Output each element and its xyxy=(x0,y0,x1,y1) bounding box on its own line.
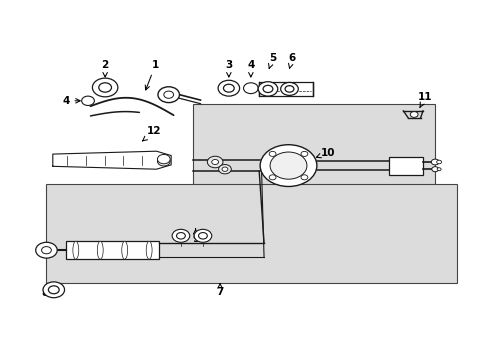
Text: 1: 1 xyxy=(145,60,159,90)
Circle shape xyxy=(48,286,59,294)
Bar xyxy=(259,82,312,96)
Circle shape xyxy=(436,168,440,171)
Circle shape xyxy=(176,233,185,239)
Circle shape xyxy=(157,157,170,166)
Circle shape xyxy=(163,91,173,98)
Circle shape xyxy=(41,247,51,254)
Circle shape xyxy=(92,78,118,97)
Circle shape xyxy=(36,242,57,258)
Circle shape xyxy=(211,159,218,165)
Circle shape xyxy=(431,167,438,172)
Ellipse shape xyxy=(146,241,152,259)
Circle shape xyxy=(285,86,293,92)
Circle shape xyxy=(99,83,111,92)
Circle shape xyxy=(260,145,316,186)
Circle shape xyxy=(218,165,231,174)
Polygon shape xyxy=(53,151,171,169)
Circle shape xyxy=(436,160,441,164)
Circle shape xyxy=(430,159,438,165)
Text: 2: 2 xyxy=(102,60,108,77)
Text: 5: 5 xyxy=(268,53,276,68)
Ellipse shape xyxy=(122,241,127,259)
Circle shape xyxy=(222,167,227,171)
Circle shape xyxy=(301,151,307,156)
Bar xyxy=(46,184,456,283)
Circle shape xyxy=(301,175,307,180)
Circle shape xyxy=(243,83,258,94)
Circle shape xyxy=(268,175,275,180)
Circle shape xyxy=(198,233,207,239)
Circle shape xyxy=(43,282,64,298)
Circle shape xyxy=(172,229,189,242)
Circle shape xyxy=(157,154,170,164)
Bar xyxy=(193,104,434,211)
Text: 4: 4 xyxy=(62,96,80,106)
Ellipse shape xyxy=(97,241,103,259)
Text: 9: 9 xyxy=(192,229,199,244)
Circle shape xyxy=(268,151,275,156)
Bar xyxy=(66,241,159,259)
Circle shape xyxy=(207,156,223,168)
Circle shape xyxy=(218,80,239,96)
Circle shape xyxy=(280,82,298,95)
Circle shape xyxy=(269,152,306,179)
Text: 3: 3 xyxy=(225,60,232,77)
Text: 10: 10 xyxy=(316,148,334,158)
Text: 11: 11 xyxy=(417,92,432,108)
Circle shape xyxy=(81,96,94,105)
Bar xyxy=(388,157,422,175)
Text: 8: 8 xyxy=(41,283,53,298)
Circle shape xyxy=(258,82,277,96)
Text: 7: 7 xyxy=(216,284,224,297)
Ellipse shape xyxy=(73,241,79,259)
Circle shape xyxy=(194,229,211,242)
Circle shape xyxy=(158,87,179,103)
Text: 12: 12 xyxy=(142,126,162,141)
Circle shape xyxy=(409,112,417,117)
Circle shape xyxy=(263,85,272,93)
Circle shape xyxy=(223,84,234,92)
Text: 6: 6 xyxy=(288,53,295,68)
Text: 4: 4 xyxy=(246,60,254,77)
